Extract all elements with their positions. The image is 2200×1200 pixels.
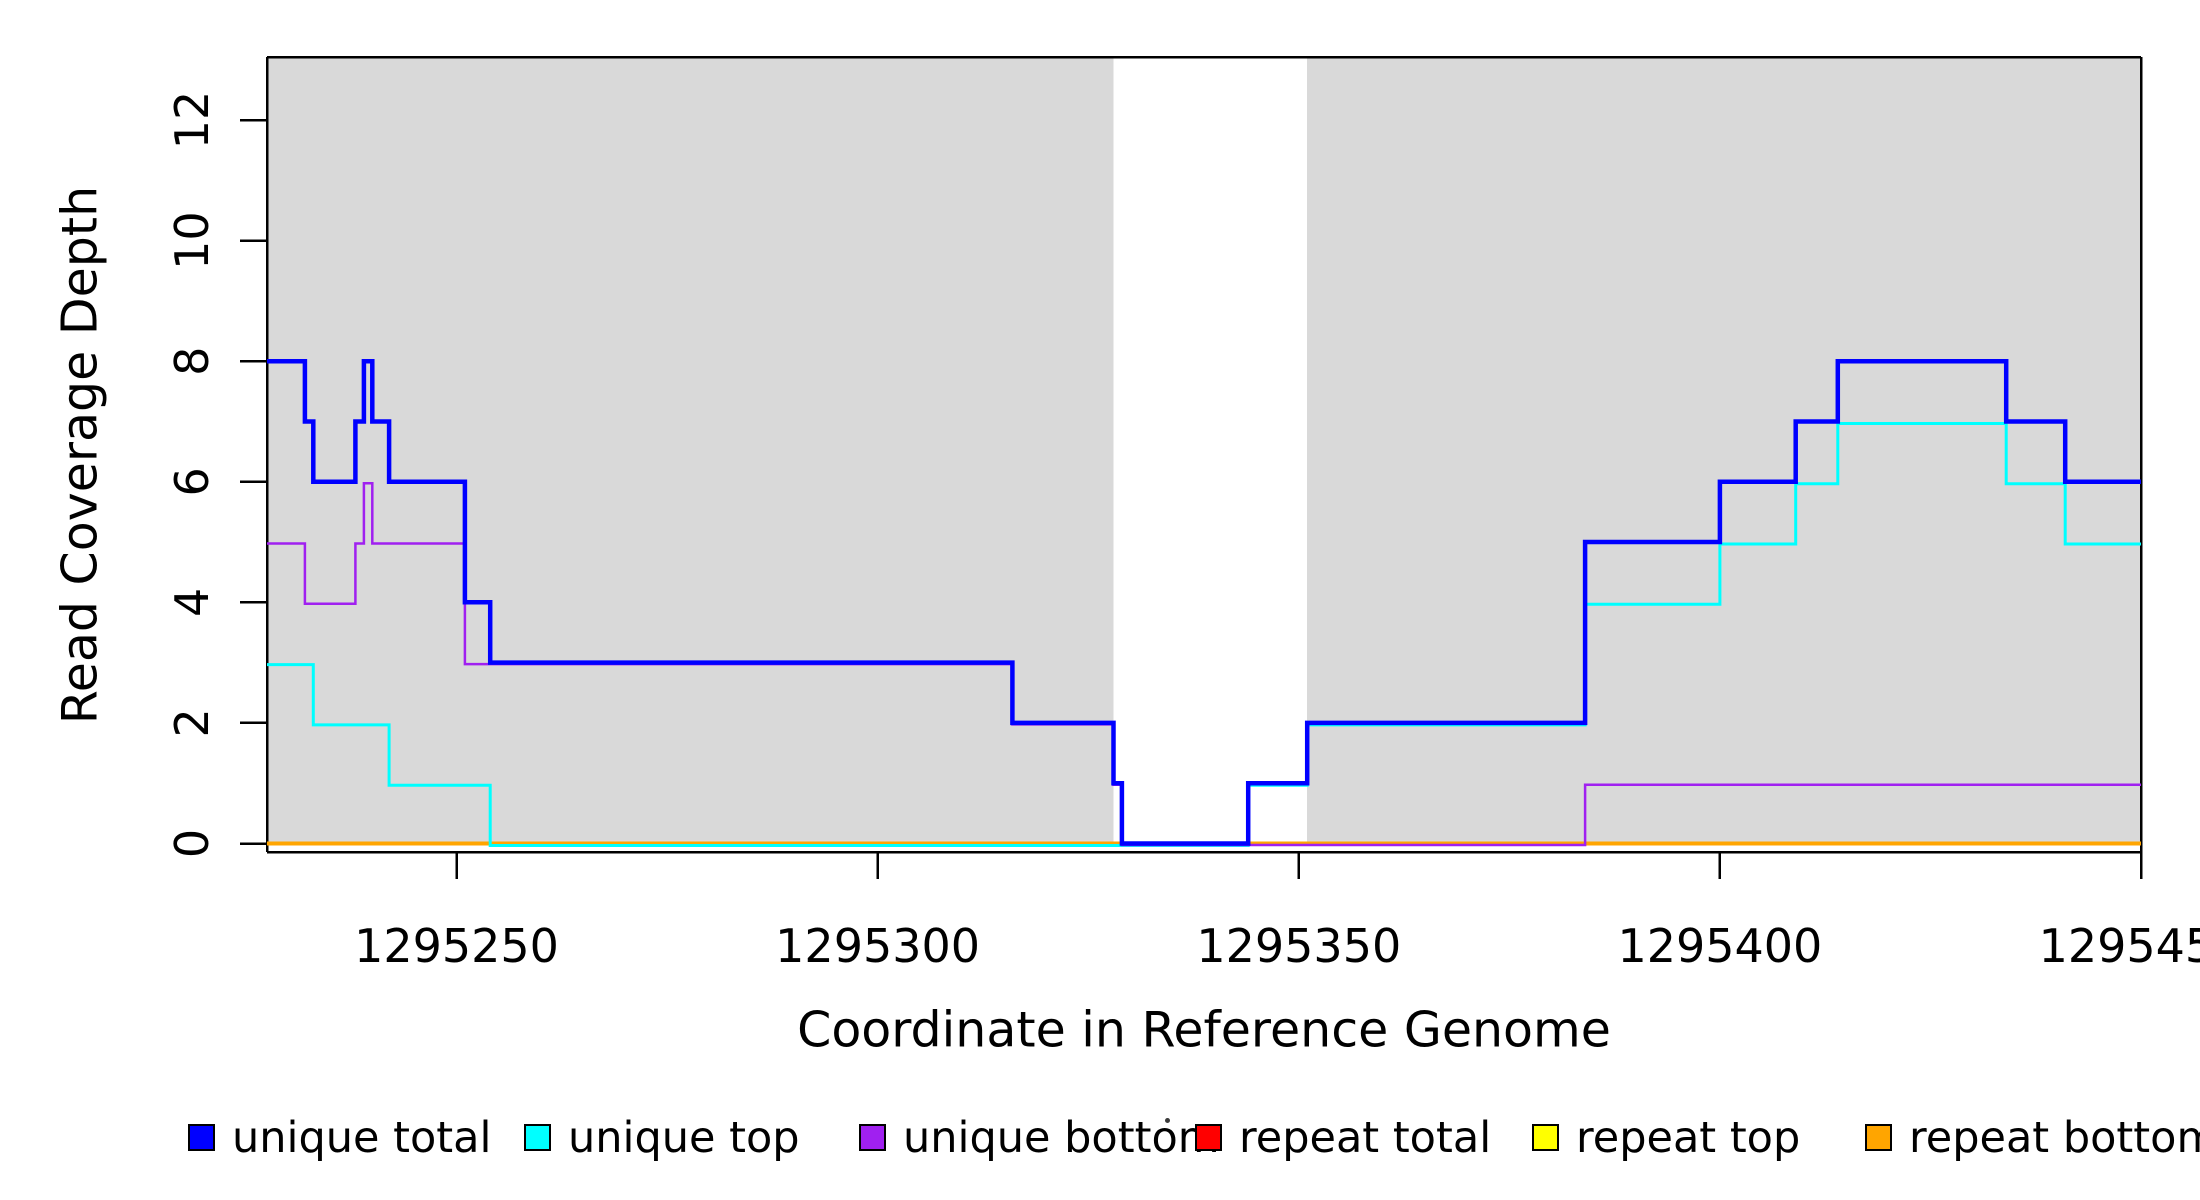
legend-swatch-icon — [859, 1124, 886, 1151]
series-unique-total — [267, 358, 2141, 846]
shaded-region — [1307, 57, 2141, 844]
legend-label: repeat total — [1239, 1112, 1492, 1163]
y-tick-label: 6 — [165, 467, 219, 496]
legend-item-unique-top: unique top — [524, 1113, 800, 1163]
legend-label: repeat bottom — [1909, 1112, 2200, 1163]
legend-swatch-icon — [1532, 1124, 1559, 1151]
legend-swatch-icon — [188, 1124, 215, 1151]
x-tick-label: 1295400 — [1617, 919, 1822, 973]
y-tick-label: 0 — [165, 829, 219, 858]
legend-item-unique-bottom: unique bottom — [859, 1113, 1220, 1163]
legend-label: unique total — [232, 1112, 492, 1163]
legend-swatch-icon — [1865, 1124, 1892, 1151]
y-tick-label: 2 — [165, 708, 219, 737]
shaded-region — [267, 57, 1114, 844]
y-tick-label: 10 — [165, 211, 219, 270]
y-tick-label: 8 — [165, 347, 219, 376]
legend-item-unique-total: unique total — [188, 1113, 491, 1163]
x-tick-label: 1295300 — [775, 919, 980, 973]
x-tick-label: 1295250 — [354, 919, 559, 973]
x-tick-label: 1295350 — [1196, 919, 1401, 973]
legend-swatch-icon — [1195, 1124, 1222, 1151]
y-tick-label: 4 — [165, 588, 219, 617]
y-axis-title: Read Coverage Depth — [51, 185, 109, 725]
legend-label: unique top — [568, 1112, 800, 1163]
legend-item-repeat-bottom: repeat bottom — [1865, 1113, 2200, 1163]
y-tick-label: 12 — [165, 91, 219, 150]
legend-label: unique bottom — [903, 1112, 1220, 1163]
legend-swatch-icon — [524, 1124, 551, 1151]
legend-label: repeat top — [1576, 1112, 1801, 1163]
x-axis-title: Coordinate in Reference Genome — [797, 1001, 1611, 1059]
stray-dot-artifact — [1165, 1118, 1170, 1123]
legend-item-repeat-top: repeat top — [1532, 1113, 1800, 1163]
legend-item-repeat-total: repeat total — [1195, 1113, 1491, 1163]
